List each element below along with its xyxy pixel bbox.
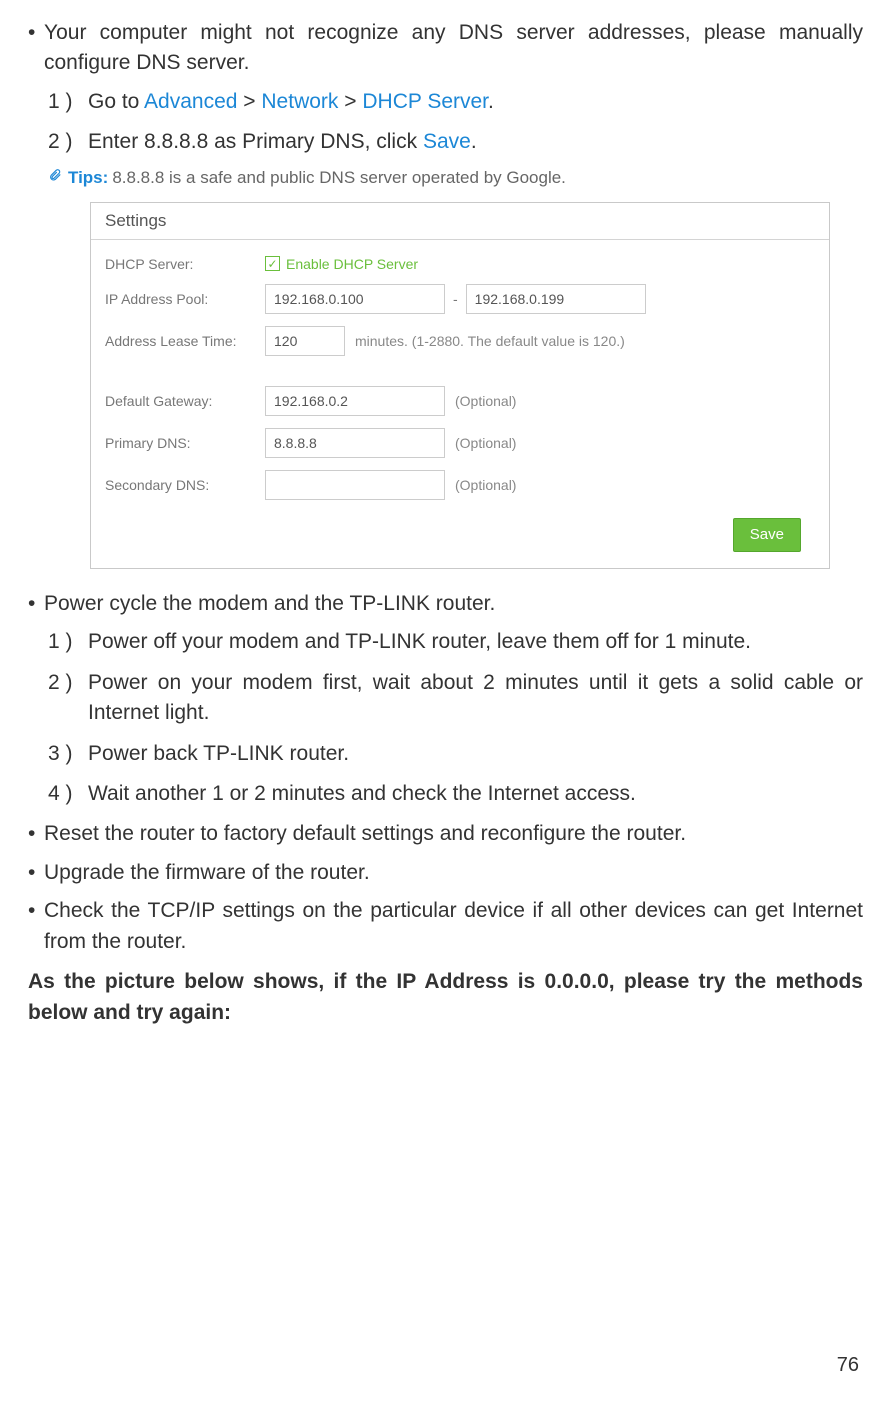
text-prefix: Go to xyxy=(88,90,144,113)
pc-step-1: 1 ) Power off your modem and TP-LINK rou… xyxy=(48,627,863,657)
checkbox-enable-dhcp[interactable]: ✓ xyxy=(265,256,280,271)
bullet-text: Reset the router to factory default sett… xyxy=(44,819,863,849)
link-save[interactable]: Save xyxy=(423,130,471,153)
tips-label: Tips: xyxy=(68,168,108,188)
save-button[interactable]: Save xyxy=(733,518,801,552)
step-number: 2 ) xyxy=(48,127,88,157)
link-network[interactable]: Network xyxy=(261,90,338,113)
sep: > xyxy=(237,90,261,113)
paperclip-icon xyxy=(48,168,62,187)
bullet-dot: • xyxy=(28,589,44,619)
pc-step-2: 2 ) Power on your modem first, wait abou… xyxy=(48,668,863,729)
bullet-text: Check the TCP/IP settings on the particu… xyxy=(44,896,863,957)
row-gateway: Default Gateway: (Optional) xyxy=(91,380,829,422)
input-pool-start[interactable] xyxy=(265,284,445,314)
tips-text: 8.8.8.8 is a safe and public DNS server … xyxy=(112,168,566,188)
step-number: 1 ) xyxy=(48,87,88,117)
bullet-tcpip: • Check the TCP/IP settings on the parti… xyxy=(28,896,863,957)
sep: > xyxy=(338,90,362,113)
page-number: 76 xyxy=(837,1354,859,1377)
bullet-dot: • xyxy=(28,896,44,957)
optional-label: (Optional) xyxy=(455,477,516,493)
row-primary-dns: Primary DNS: (Optional) xyxy=(91,422,829,464)
checkbox-label: Enable DHCP Server xyxy=(286,256,418,272)
text-prefix: Enter 8.8.8.8 as Primary DNS, click xyxy=(88,130,423,153)
step-text: Power back TP-LINK router. xyxy=(88,739,863,769)
bullet-reset: • Reset the router to factory default se… xyxy=(28,819,863,849)
step-text: Power off your modem and TP-LINK router,… xyxy=(88,627,863,657)
step-text: Power on your modem first, wait about 2 … xyxy=(88,668,863,729)
label-lease: Address Lease Time: xyxy=(105,333,265,349)
bullet-text: Your computer might not recognize any DN… xyxy=(44,18,863,79)
range-dash: - xyxy=(453,291,458,307)
optional-label: (Optional) xyxy=(455,393,516,409)
bullet-dot: • xyxy=(28,819,44,849)
pc-step-3: 3 ) Power back TP-LINK router. xyxy=(48,739,863,769)
input-lease[interactable] xyxy=(265,326,345,356)
label-pdns: Primary DNS: xyxy=(105,435,265,451)
step-text: Wait another 1 or 2 minutes and check th… xyxy=(88,779,863,809)
bullet-text: Power cycle the modem and the TP-LINK ro… xyxy=(44,589,863,619)
step-text: Enter 8.8.8.8 as Primary DNS, click Save… xyxy=(88,127,863,157)
bullet-text: Upgrade the firmware of the router. xyxy=(44,858,863,888)
optional-label: (Optional) xyxy=(455,435,516,451)
label-gateway: Default Gateway: xyxy=(105,393,265,409)
row-secondary-dns: Secondary DNS: (Optional) xyxy=(91,464,829,506)
step-number: 2 ) xyxy=(48,668,88,729)
bullet-power-cycle: • Power cycle the modem and the TP-LINK … xyxy=(28,589,863,619)
settings-title: Settings xyxy=(91,203,829,240)
input-gateway[interactable] xyxy=(265,386,445,416)
lease-hint: minutes. (1-2880. The default value is 1… xyxy=(355,333,625,349)
step-number: 4 ) xyxy=(48,779,88,809)
input-secondary-dns[interactable] xyxy=(265,470,445,500)
settings-panel: Settings DHCP Server: ✓ Enable DHCP Serv… xyxy=(90,202,830,569)
row-dhcp-server: DHCP Server: ✓ Enable DHCP Server xyxy=(91,250,829,278)
bullet-dot: • xyxy=(28,18,44,79)
link-advanced[interactable]: Advanced xyxy=(144,90,237,113)
pc-step-4: 4 ) Wait another 1 or 2 minutes and chec… xyxy=(48,779,863,809)
step-2: 2 ) Enter 8.8.8.8 as Primary DNS, click … xyxy=(48,127,863,157)
row-ip-pool: IP Address Pool: - xyxy=(91,278,829,320)
suffix: . xyxy=(471,130,477,153)
bullet-dot: • xyxy=(28,858,44,888)
label-dhcp: DHCP Server: xyxy=(105,256,265,272)
tips-row: Tips: 8.8.8.8 is a safe and public DNS s… xyxy=(48,168,863,188)
step-text: Go to Advanced > Network > DHCP Server. xyxy=(88,87,863,117)
step-number: 3 ) xyxy=(48,739,88,769)
step-1: 1 ) Go to Advanced > Network > DHCP Serv… xyxy=(48,87,863,117)
step-number: 1 ) xyxy=(48,627,88,657)
label-sdns: Secondary DNS: xyxy=(105,477,265,493)
link-dhcp[interactable]: DHCP Server xyxy=(362,90,488,113)
bold-instruction: As the picture below shows, if the IP Ad… xyxy=(28,967,863,1028)
suffix: . xyxy=(488,90,494,113)
input-primary-dns[interactable] xyxy=(265,428,445,458)
bullet-upgrade: • Upgrade the firmware of the router. xyxy=(28,858,863,888)
input-pool-end[interactable] xyxy=(466,284,646,314)
bullet-dns-intro: • Your computer might not recognize any … xyxy=(28,18,863,79)
label-pool: IP Address Pool: xyxy=(105,291,265,307)
row-lease: Address Lease Time: minutes. (1-2880. Th… xyxy=(91,320,829,362)
